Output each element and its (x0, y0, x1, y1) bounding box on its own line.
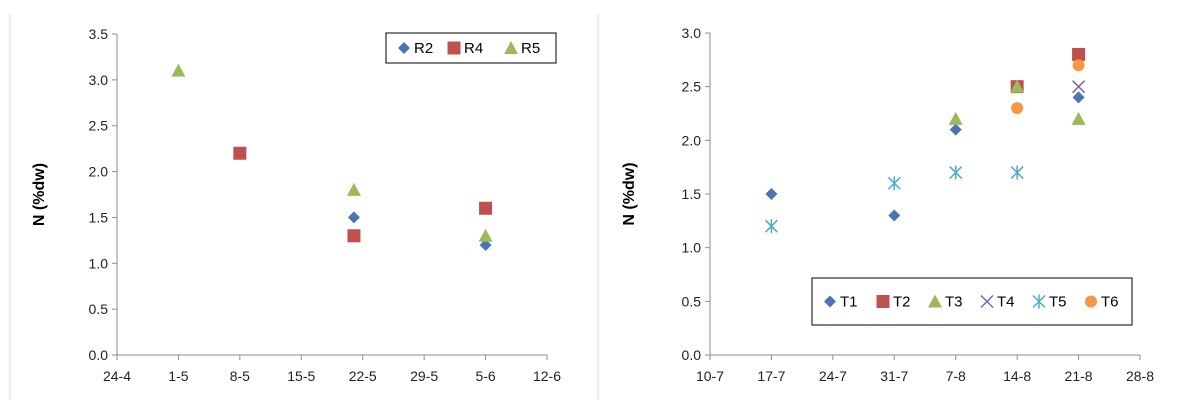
point-t3 (1010, 79, 1025, 93)
point-t5 (764, 219, 778, 234)
y-tick-label: 2.0 (682, 132, 702, 148)
legend-label-r2: R2 (414, 40, 433, 57)
x-tick-label: 1-5 (168, 368, 188, 384)
legend-label-t2: T2 (893, 294, 911, 311)
point-t3 (948, 111, 963, 125)
y-axis-label: N (%dw) (31, 163, 48, 226)
y-tick-label: 1.5 (89, 209, 109, 225)
x-tick-label: 14-8 (1003, 368, 1031, 384)
x-tick-label: 7-8 (946, 368, 966, 384)
y-tick-label: 1.0 (682, 240, 702, 256)
x-tick-label: 28-8 (1126, 368, 1154, 384)
point-r2 (347, 211, 360, 224)
y-tick-label: 1.5 (682, 186, 702, 202)
y-tick-label: 3.5 (89, 26, 109, 42)
legend-marker-t2 (876, 295, 890, 308)
y-tick-label: 0.0 (682, 347, 702, 363)
legend-marker-t3 (928, 294, 942, 308)
x-tick-label: 22-5 (349, 368, 377, 384)
x-tick-label: 24-7 (819, 368, 847, 384)
legend-marker-r5 (504, 41, 518, 54)
point-t1 (949, 123, 962, 136)
point-t5 (887, 176, 901, 191)
x-tick-label: 8-5 (230, 368, 250, 384)
y-tick-label: 0.0 (89, 347, 109, 363)
legend-marker-r2 (398, 42, 410, 54)
legend-label-r4: R4 (464, 40, 483, 57)
point-r4 (347, 229, 361, 243)
y-tick-label: 0.5 (89, 301, 109, 317)
point-t6 (1072, 59, 1085, 72)
point-t5 (949, 165, 963, 180)
point-t6 (1011, 102, 1024, 115)
point-r4 (233, 146, 247, 160)
x-tick-label: 12-6 (533, 368, 561, 384)
point-t4 (1072, 80, 1086, 94)
y-tick-label: 0.5 (682, 293, 702, 309)
y-tick-label: 2.5 (682, 79, 702, 95)
legend-label-t6: T6 (1101, 294, 1119, 311)
legend-marker-t6 (1085, 295, 1097, 308)
legend-marker-t1 (824, 295, 836, 308)
legend-label-t3: T3 (945, 294, 963, 311)
legend-marker-t4 (980, 294, 994, 309)
legend-label-t4: T4 (997, 294, 1015, 311)
point-t1 (765, 188, 778, 200)
point-t1 (888, 209, 901, 222)
point-r4 (479, 201, 493, 215)
point-t5 (1010, 165, 1024, 180)
y-axis-label: N (%dw) (621, 162, 638, 225)
point-t1 (1072, 91, 1085, 104)
legend-box (811, 277, 1133, 326)
point-r2 (479, 238, 492, 251)
chart-left: 0.0 0.5 1.0 1.5 2.0 2.5 3.0 3.5 24-4 1-5 8-5 15-5 22… (31, 26, 561, 384)
point-r5 (478, 228, 493, 242)
legend-marker-r4 (447, 41, 461, 55)
x-tick-label: 24-4 (103, 368, 131, 384)
legend-label-r5: R5 (521, 40, 540, 57)
point-t3 (1071, 111, 1086, 125)
point-t2 (1072, 47, 1086, 61)
chart-right: 0.0 0.5 1.0 1.5 2.0 2.5 3.0 10-7 17-7 24-7 31-7 7-8… (621, 25, 1154, 384)
x-tick-label: 5-6 (475, 368, 495, 384)
point-r5 (346, 182, 361, 196)
x-tick-label: 21-8 (1065, 368, 1093, 384)
point-r5 (171, 63, 186, 77)
legend-label-t1: T1 (840, 294, 858, 311)
x-tick-label: 17-7 (757, 368, 785, 384)
y-tick-label: 1.0 (89, 255, 109, 271)
x-tick-label: 10-7 (696, 368, 724, 384)
legend-marker-t5 (1032, 294, 1046, 309)
x-tick-label: 29-5 (410, 368, 438, 384)
legend-box (385, 32, 557, 64)
x-tick-label: 31-7 (880, 368, 908, 384)
y-tick-label: 3.0 (89, 72, 109, 88)
x-tick-label: 15-5 (287, 368, 315, 384)
y-tick-label: 3.0 (682, 25, 702, 41)
y-tick-label: 2.5 (89, 118, 109, 134)
y-tick-label: 2.0 (89, 164, 109, 180)
legend-label-t5: T5 (1049, 294, 1067, 311)
